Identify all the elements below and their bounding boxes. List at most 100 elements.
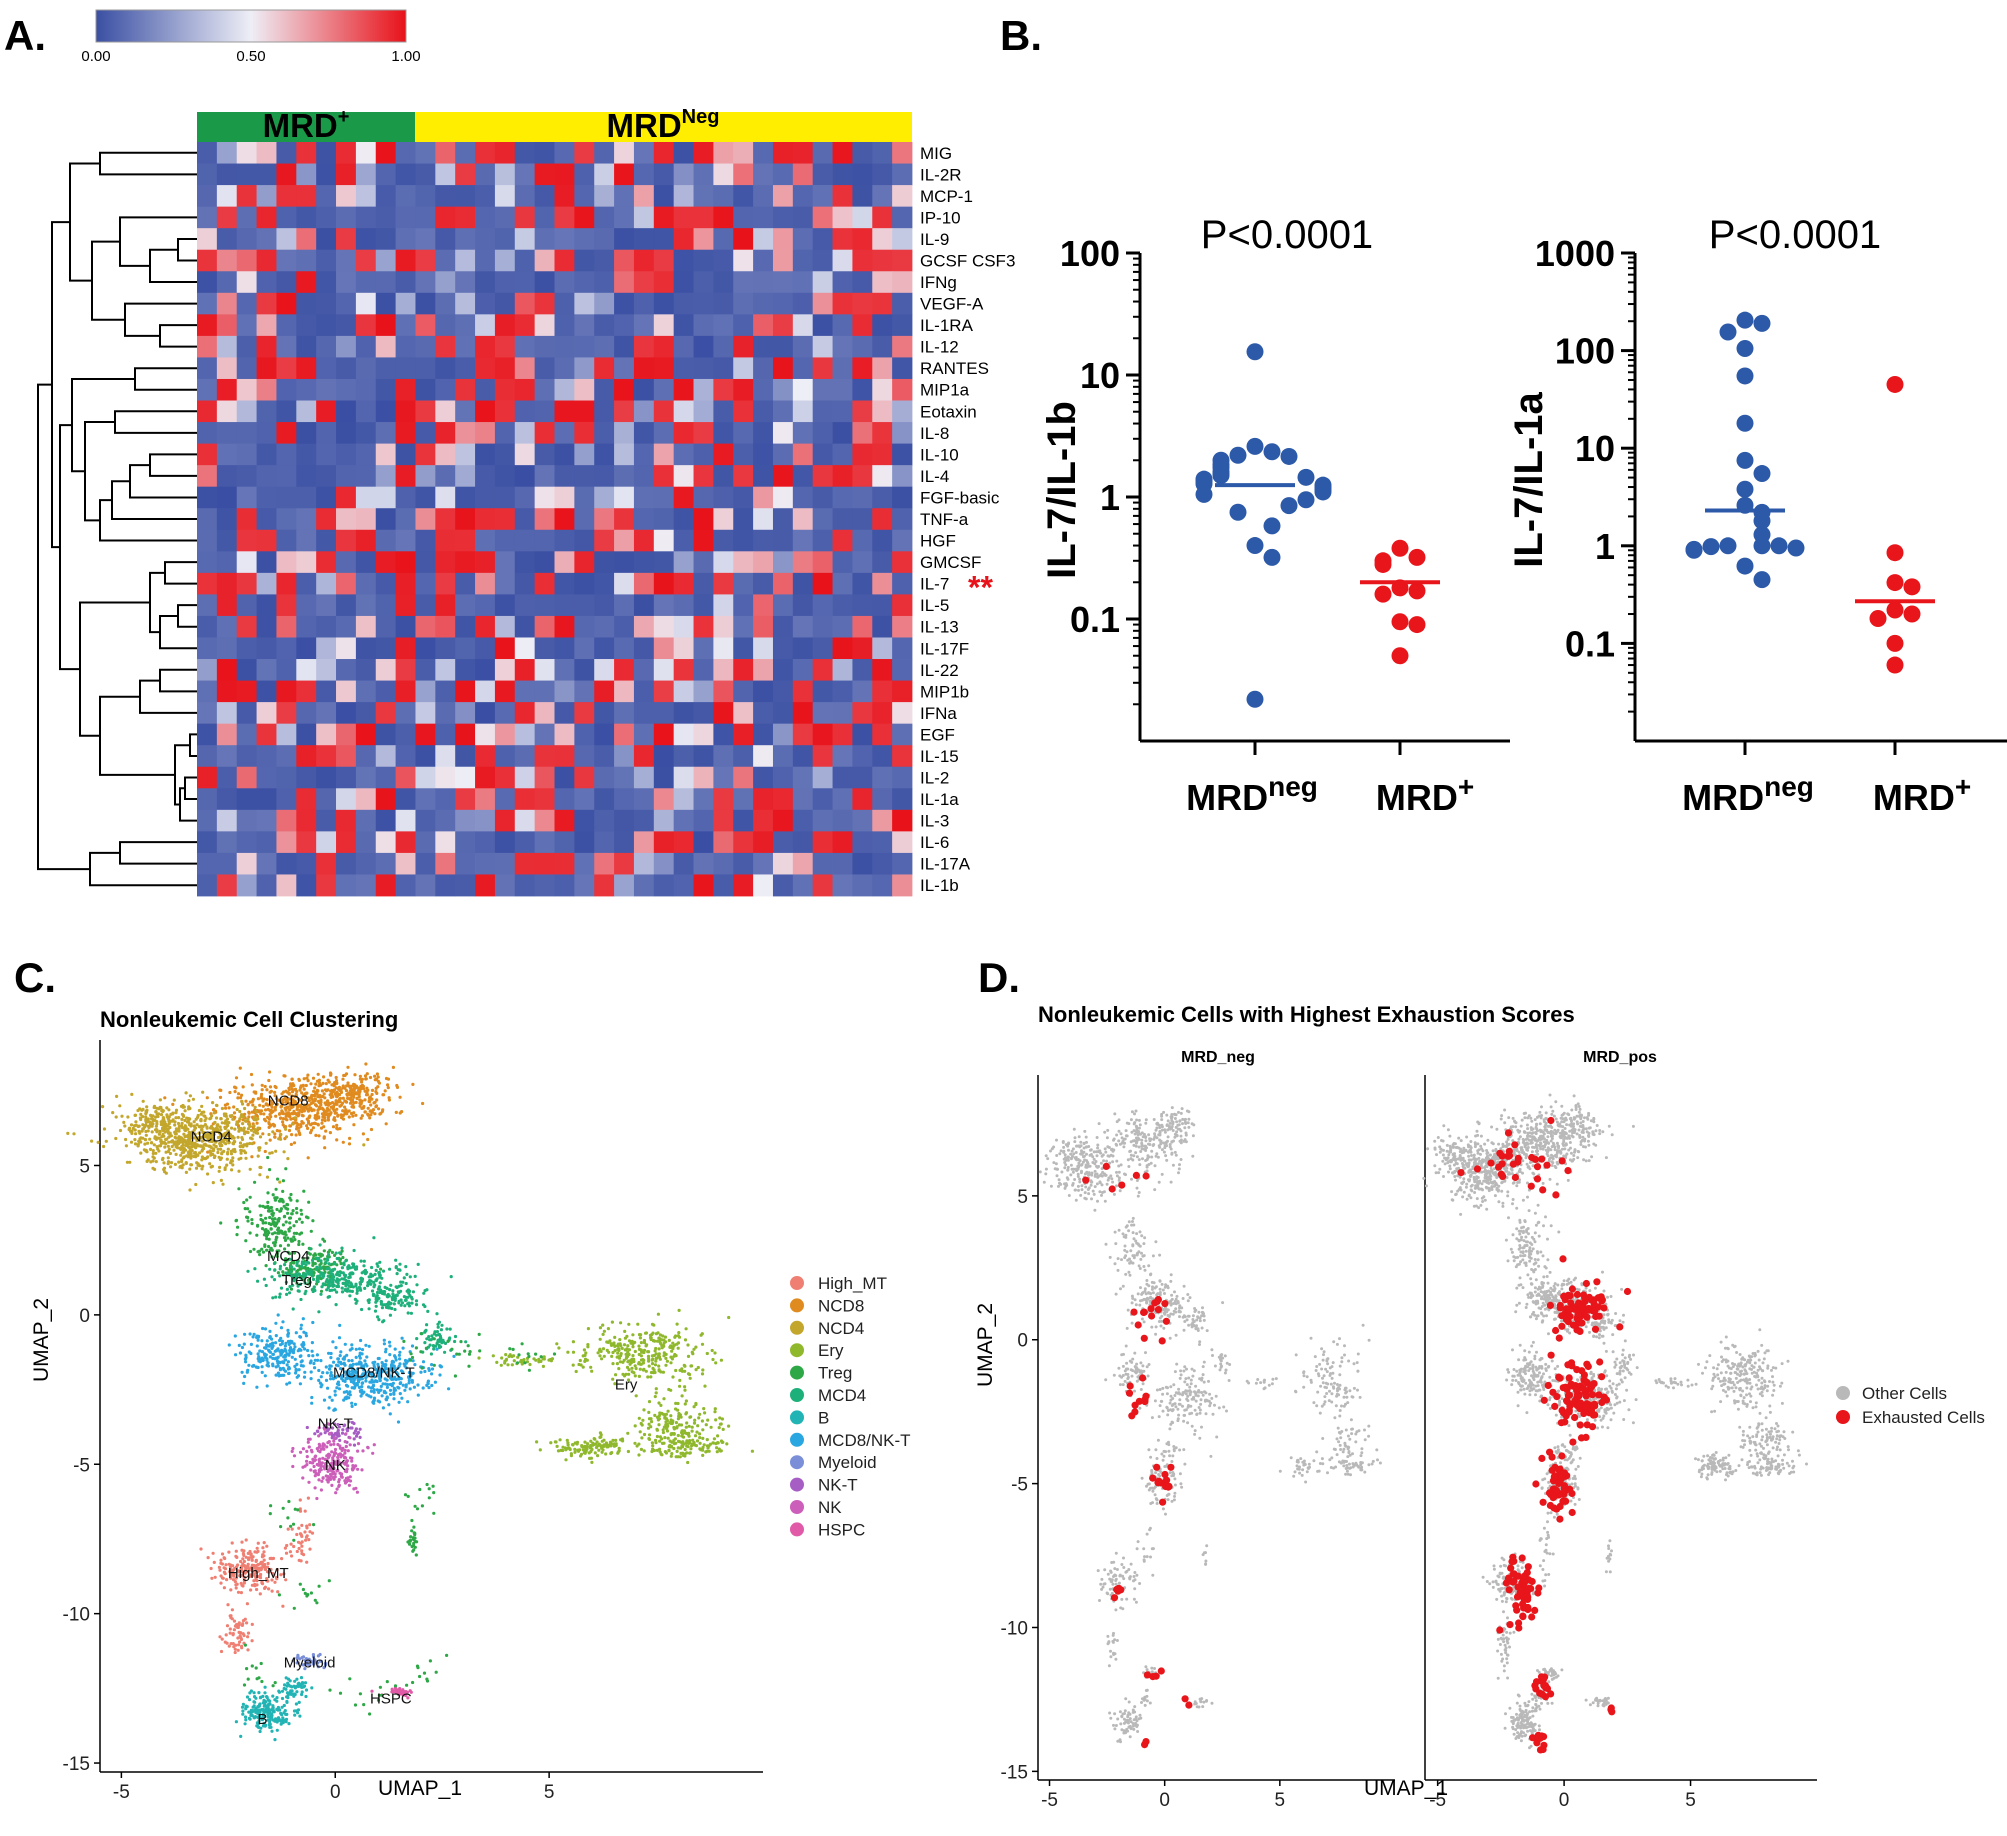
heatmap-cell — [693, 831, 714, 854]
umap-point — [275, 1728, 279, 1732]
data-point — [1246, 690, 1264, 708]
umap-point — [241, 1584, 245, 1588]
heatmap-cell — [455, 788, 476, 811]
umap-point — [398, 1268, 402, 1272]
umap-point — [151, 1149, 155, 1153]
heatmap-cell — [633, 680, 655, 703]
heatmap-cell — [872, 486, 893, 509]
umap-point — [115, 1094, 119, 1098]
heatmap-cell — [296, 551, 317, 574]
heatmap-cell — [197, 659, 218, 681]
umap-point — [299, 1231, 304, 1235]
umap-point — [206, 1172, 210, 1176]
heatmap-cell — [832, 529, 853, 552]
heatmap-cell — [594, 400, 615, 423]
heatmap-cell — [653, 185, 675, 208]
umap-point — [631, 1354, 635, 1358]
umap-point — [437, 1320, 441, 1324]
umap-point — [228, 1631, 232, 1635]
umap-point — [225, 1122, 229, 1126]
umap-point — [642, 1408, 646, 1412]
umap-point — [630, 1357, 634, 1361]
umap-point — [382, 1292, 386, 1296]
umap-point — [374, 1086, 378, 1090]
heatmap-cell — [792, 594, 814, 617]
umap-point — [166, 1156, 170, 1160]
heatmap-cell — [574, 572, 595, 595]
umap-point — [299, 1297, 303, 1302]
heatmap-cell — [733, 551, 754, 574]
umap-point — [326, 1295, 330, 1299]
umap-point — [253, 1267, 257, 1271]
heatmap-cell — [395, 637, 416, 660]
heatmap-cell — [673, 572, 694, 595]
heatmap-cell — [872, 680, 893, 703]
heatmap-cell — [236, 185, 257, 208]
umap-point — [333, 1288, 337, 1292]
heatmap-cell — [753, 831, 774, 854]
heatmap-cell — [534, 271, 555, 294]
heatmap-cell — [872, 637, 893, 660]
heatmap-cell — [336, 185, 357, 208]
umap-point — [367, 1097, 372, 1101]
umap-point — [289, 1117, 293, 1121]
heatmap-cell — [534, 142, 555, 164]
heatmap-cell — [892, 163, 913, 186]
umap-point — [246, 1648, 250, 1652]
heatmap-cell — [594, 680, 615, 703]
umap-point — [689, 1447, 693, 1451]
umap-point — [582, 1348, 587, 1352]
umap-point — [341, 1077, 345, 1081]
heatmap-cell — [375, 637, 397, 660]
umap-point — [602, 1443, 606, 1447]
umap-point — [619, 1344, 623, 1348]
umap-point — [630, 1370, 634, 1374]
umap-point — [250, 1558, 254, 1562]
heatmap-cell — [455, 723, 476, 746]
heatmap-cell — [812, 788, 833, 811]
umap-point — [316, 1072, 320, 1076]
umap-point — [275, 1207, 279, 1212]
umap-point — [242, 1581, 246, 1585]
umap-point — [242, 1578, 246, 1583]
umap-point — [66, 1131, 70, 1135]
heatmap-cell — [872, 357, 893, 380]
umap-point — [453, 1339, 457, 1344]
heatmap-cell — [355, 443, 377, 466]
heatmap-cell — [653, 249, 675, 272]
umap-point — [680, 1394, 684, 1398]
heatmap-cell — [713, 508, 734, 531]
umap-point — [336, 1270, 340, 1274]
heatmap-cell — [633, 852, 655, 875]
heatmap-cell — [355, 766, 377, 789]
heatmap-cell — [772, 508, 794, 531]
heatmap-cell — [574, 637, 595, 660]
umap-point — [241, 1712, 245, 1716]
heatmap-cell — [415, 378, 436, 401]
umap-point — [279, 1197, 283, 1201]
umap-point — [705, 1438, 709, 1442]
umap-point — [410, 1518, 414, 1523]
umap-point — [102, 1144, 106, 1149]
umap-point — [374, 1278, 378, 1283]
umap-point — [218, 1568, 222, 1572]
umap-point — [235, 1625, 239, 1629]
umap-point — [293, 1116, 297, 1120]
umap-point — [347, 1109, 351, 1113]
heatmap-cell — [892, 465, 913, 488]
heatmap-cell — [395, 163, 416, 186]
umap-point — [246, 1207, 250, 1211]
umap-point — [241, 1122, 245, 1126]
heatmap-cell — [236, 508, 257, 531]
heatmap-cell — [594, 271, 615, 294]
umap-point — [276, 1590, 280, 1594]
heatmap-cell — [753, 680, 774, 703]
umap-point — [377, 1270, 381, 1275]
heatmap-cell — [772, 228, 794, 251]
heatmap-cell — [475, 809, 496, 832]
heatmap-cell — [832, 357, 853, 380]
umap-point — [640, 1350, 644, 1354]
heatmap-cell — [792, 292, 814, 315]
umap-point — [317, 1134, 321, 1138]
umap-point — [654, 1391, 658, 1395]
